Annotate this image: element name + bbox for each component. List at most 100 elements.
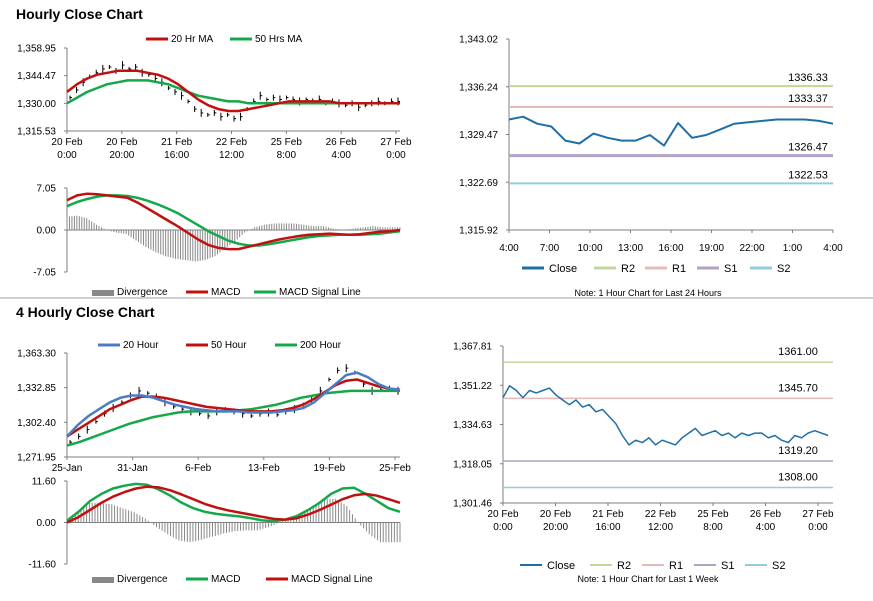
hourly-pivot-xtick-label: 4:00	[823, 243, 843, 254]
hourly-pivot-ytick-label: 1,336.24	[459, 82, 498, 93]
hourly-price-xtick-label: 16:00	[164, 150, 189, 161]
4h-pivot-xtick-label: 25 Feb	[697, 509, 729, 520]
hourly-pivot-ytick-label: 1,329.47	[459, 130, 498, 141]
hourly-price-xtick-label: 0:00	[57, 150, 77, 161]
hourly-pivot-legend-label: R2	[621, 263, 635, 275]
4h-pivot-ytick-label: 1,367.81	[453, 342, 492, 353]
4h-pivot-legend-label: S2	[772, 560, 785, 572]
4h-price-ytick-label: 1,302.40	[17, 418, 56, 429]
hourly-price-legend-label: 50 Hrs MA	[255, 34, 303, 45]
hourly-pivot-xtick-label: 19:00	[699, 243, 724, 254]
4h-pivot-xtick-label: 20 Feb	[487, 509, 519, 520]
hourly-price-ytick-label: 1,344.47	[17, 71, 56, 82]
hourly-macd-ytick-label: 0.00	[37, 226, 57, 237]
hourly-pivot-level-label: 1333.37	[788, 93, 828, 105]
4h-ma50-line	[66, 378, 401, 438]
hourly-macd-signal-line	[66, 194, 401, 247]
4h-pivot-xtick-label: 0:00	[808, 522, 828, 533]
4h-pivot-xtick-label: 0:00	[493, 522, 513, 533]
hourly-price-xtick-label: 20 Feb	[106, 137, 138, 148]
hourly-pivot-xtick-label: 7:00	[540, 243, 560, 254]
4h-macd-legend-label: MACD	[211, 574, 240, 585]
4h-macd-signal-line	[66, 485, 401, 524]
4h-price-xtick-label: 25-Jan	[52, 463, 83, 474]
4h-pivot-xtick-label: 4:00	[756, 522, 776, 533]
hourly-pivot-close-line	[508, 115, 834, 147]
4h-pivot-xtick-label: 27 Feb	[802, 509, 834, 520]
4h-pivot-xtick-label: 8:00	[703, 522, 723, 533]
hourly-pivot-ytick-label: 1,315.92	[459, 226, 498, 237]
4h-macd-ytick-label: -11.60	[28, 560, 56, 571]
hourly-price-xtick-label: 20:00	[109, 150, 134, 161]
4h-pivot-xtick-label: 22 Feb	[645, 509, 677, 520]
4h-pivot-legend-label: S1	[721, 560, 734, 572]
hourly-pivot-ytick-label: 1,322.69	[459, 178, 498, 189]
4h-pivot-ytick-label: 1,334.63	[453, 420, 492, 431]
hourly-macd-ytick-label: 7.05	[37, 184, 57, 195]
4h-pivot-legend-label: R1	[669, 560, 683, 572]
4h-pivot-xtick-label: 21 Feb	[592, 509, 624, 520]
4h-macd-ytick-label: 11.60	[32, 477, 57, 488]
4h-pivot-level-label: 1361.00	[778, 346, 818, 358]
4h-pivot-level-label: 1308.00	[778, 472, 818, 484]
4h-macd-legend-swatch	[92, 577, 114, 583]
hourly-price-ytick-label: 1,315.53	[17, 127, 56, 138]
hourly-macd-legend-swatch	[92, 290, 114, 296]
hourly-macd-legend-label: MACD Signal Line	[279, 287, 361, 298]
hourly-price-xtick-label: 8:00	[277, 150, 297, 161]
4h-pivot-xtick-label: 26 Feb	[750, 509, 782, 520]
4h-pivot-legend-label: Close	[547, 560, 575, 572]
hourly-pivot-xtick-label: 16:00	[658, 243, 683, 254]
4h-pivot-xtick-label: 20 Feb	[540, 509, 572, 520]
4h-price-legend-label: 20 Hour	[123, 340, 159, 351]
hourly-price-xtick-label: 25 Feb	[271, 137, 303, 148]
hourly-ma50-line	[66, 79, 400, 105]
hourly-pivot-xtick-label: 1:00	[783, 243, 803, 254]
hourly-price-xtick-label: 20 Feb	[51, 137, 83, 148]
hourly-pivot-legend-label: R1	[672, 263, 686, 275]
4h-macd-legend-label: Divergence	[117, 574, 168, 585]
4h-pivot-legend-label: R2	[617, 560, 631, 572]
hourly-price-ytick-label: 1,358.95	[17, 44, 56, 55]
hourly-pivot-legend-label: Close	[549, 263, 577, 275]
4h-price-xtick-label: 31-Jan	[117, 463, 148, 474]
4h-pivot-ytick-label: 1,351.22	[453, 381, 492, 392]
4h-price-xtick-label: 13-Feb	[248, 463, 280, 474]
4h-pivot-note: Note: 1 Hour Chart for Last 1 Week	[578, 574, 719, 584]
hourly-pivot-note: Note: 1 Hour Chart for Last 24 Hours	[574, 288, 722, 298]
hourly-pivot-xtick-label: 22:00	[739, 243, 764, 254]
4h-macd-legend-label: MACD Signal Line	[291, 574, 373, 585]
4hourly-section-title: 4 Hourly Close Chart	[16, 304, 155, 320]
4h-pivot-xtick-label: 12:00	[648, 522, 673, 533]
hourly-pivot-level-label: 1326.47	[788, 142, 828, 154]
hourly-price-legend-label: 20 Hr MA	[171, 34, 214, 45]
hourly-pivot-level-label: 1336.33	[788, 72, 828, 84]
hourly-pivot-xtick-label: 10:00	[577, 243, 602, 254]
4h-macd-line	[66, 482, 401, 523]
4h-ma20-line	[66, 371, 401, 438]
hourly-pivot-level-label: 1322.53	[788, 169, 828, 181]
4h-pivot-level-label: 1345.70	[778, 382, 818, 394]
4h-price-ytick-label: 1,332.85	[17, 383, 56, 394]
hourly-macd-line	[66, 192, 401, 251]
hourly-pivot-legend-label: S2	[777, 263, 790, 275]
4h-price-xtick-label: 25-Feb	[379, 463, 411, 474]
4h-price-legend-label: 200 Hour	[300, 340, 342, 351]
hourly-price-xtick-label: 22 Feb	[216, 137, 248, 148]
hourly-price-xtick-label: 12:00	[219, 150, 244, 161]
hourly-pivot-xtick-label: 4:00	[499, 243, 519, 254]
4h-price-ytick-label: 1,271.95	[17, 453, 56, 464]
4h-macd-ytick-label: 0.00	[37, 518, 57, 529]
4h-pivot-level-label: 1319.20	[778, 445, 818, 457]
4h-price-xtick-label: 19-Feb	[314, 463, 346, 474]
4h-pivot-xtick-label: 16:00	[595, 522, 620, 533]
hourly-price-xtick-label: 21 Feb	[161, 137, 193, 148]
hourly-pivot-legend-label: S1	[724, 263, 737, 275]
hourly-price-xtick-label: 0:00	[386, 150, 406, 161]
4h-pivot-ytick-label: 1,301.46	[453, 499, 492, 510]
4h-pivot-ytick-label: 1,318.05	[453, 459, 492, 470]
4h-price-legend-label: 50 Hour	[211, 340, 247, 351]
hourly-pivot-ytick-label: 1,343.02	[459, 35, 498, 46]
4h-price-ytick-label: 1,363.30	[17, 349, 56, 360]
